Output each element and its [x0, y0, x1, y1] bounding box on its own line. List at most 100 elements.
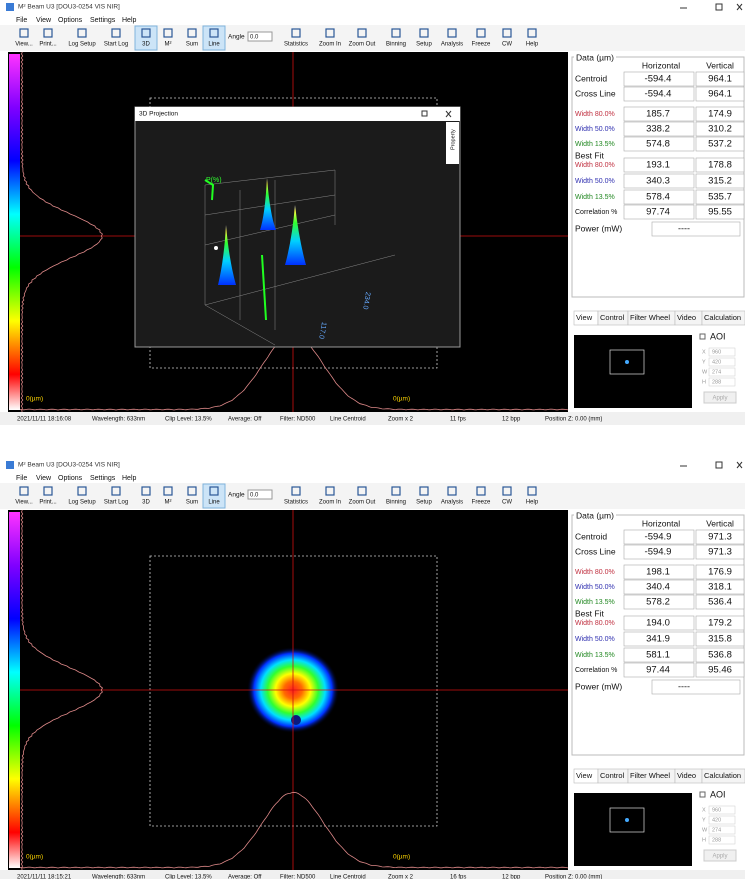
status-field: Position Z: 0.00 (mm) — [545, 417, 602, 423]
axis-label: 0(µm) — [393, 396, 410, 403]
menu-item[interactable]: Help — [122, 17, 137, 24]
angle-label: Angle — [228, 492, 245, 499]
tool-button[interactable]: Zoom Out — [349, 500, 376, 506]
status-field: 11 fps — [450, 417, 466, 423]
preview-beam — [625, 818, 629, 822]
aoi-checkbox[interactable] — [700, 792, 705, 797]
vertical-value: 179.2 — [708, 618, 732, 629]
tool-button[interactable]: Zoom In — [319, 42, 341, 48]
tool-button[interactable]: Line — [208, 500, 220, 506]
row-label: Centroid — [575, 73, 607, 83]
status-field: 2021/11/11 18:15:21 — [17, 875, 72, 879]
status-field: Clip Level: 13.5% — [165, 417, 212, 423]
tool-button[interactable]: Start Log — [104, 500, 128, 506]
aoi-field-label: H — [702, 379, 706, 385]
tool-button[interactable]: Sum — [186, 42, 198, 48]
horizontal-value: -594.9 — [645, 532, 672, 543]
dialog-title-bar — [135, 107, 460, 121]
status-field: Wavelength: 633nm — [92, 417, 145, 423]
tool-button[interactable]: Help — [526, 42, 539, 48]
status-field: Position Z: 0.00 (mm) — [545, 875, 602, 879]
axis-3d-label: P(%) — [206, 177, 222, 184]
tool-button[interactable]: Binning — [386, 42, 406, 48]
horizontal-value: 97.74 — [646, 207, 670, 218]
tool-button[interactable]: 3D — [142, 500, 150, 506]
tool-button[interactable]: Setup — [416, 42, 432, 48]
menu-item[interactable]: Options — [58, 17, 83, 24]
tool-button[interactable]: Freeze — [472, 500, 491, 506]
tool-button[interactable]: Freeze — [472, 42, 491, 48]
aoi-field-label: Y — [702, 817, 706, 823]
tool-button[interactable]: CW — [502, 500, 512, 506]
vertical-value: 535.7 — [708, 192, 732, 203]
aoi-label: AOI — [710, 789, 726, 799]
column-header: Horizontal — [642, 518, 680, 528]
aoi-field-value: 274 — [712, 827, 721, 833]
tool-button[interactable]: Log Setup — [68, 500, 96, 506]
status-field: Zoom x 2 — [388, 417, 414, 423]
tool-button[interactable]: Help — [526, 500, 539, 506]
tool-button[interactable]: View... — [15, 500, 33, 506]
tool-button[interactable]: Sum — [186, 500, 198, 506]
menu-item[interactable]: Settings — [90, 17, 116, 24]
tab-label: Control — [600, 771, 625, 780]
tool-button[interactable]: Binning — [386, 500, 406, 506]
aoi-field-value: 420 — [712, 359, 721, 365]
value-box — [652, 222, 740, 236]
tool-button[interactable]: Log Setup — [68, 42, 96, 48]
menu-item[interactable]: File — [16, 17, 27, 24]
vertical-value: 315.8 — [708, 634, 732, 645]
tool-button[interactable]: 3D — [142, 42, 150, 48]
tool-button[interactable]: Start Log — [104, 42, 128, 48]
status-field: Line Centroid — [330, 417, 366, 423]
column-header: Vertical — [706, 518, 734, 528]
tab-label: Filter Wheel — [630, 771, 670, 780]
tool-button[interactable]: Statistics — [284, 42, 308, 48]
vertical-value: 971.3 — [708, 547, 732, 558]
tool-button[interactable]: CW — [502, 42, 512, 48]
menu-item[interactable]: View — [36, 475, 52, 482]
tool-button[interactable]: Analysis — [441, 42, 463, 48]
vertical-value: 176.9 — [708, 567, 732, 578]
data-panel-title: Data (µm) — [576, 510, 614, 520]
aoi-field-label: H — [702, 837, 706, 843]
vertical-value: 537.2 — [708, 139, 732, 150]
property-tab-label: Property — [450, 129, 456, 150]
menu-item[interactable]: Settings — [90, 475, 116, 482]
aoi-field-label: X — [702, 349, 706, 355]
data-panel-title: Data (µm) — [576, 52, 614, 62]
color-scale — [9, 54, 20, 410]
tool-button[interactable]: Print... — [39, 42, 57, 48]
vertical-value: 95.55 — [708, 207, 732, 218]
vertical-value: 310.2 — [708, 124, 732, 135]
tool-button[interactable]: Setup — [416, 500, 432, 506]
angle-value: 0.0 — [250, 35, 259, 41]
tool-button[interactable]: Zoom Out — [349, 42, 376, 48]
tool-button[interactable]: Print... — [39, 500, 57, 506]
menu-item[interactable]: View — [36, 17, 52, 24]
row-label: Width 50.0% — [575, 126, 615, 133]
tool-button[interactable]: Analysis — [441, 500, 463, 506]
aoi-checkbox[interactable] — [700, 334, 705, 339]
tool-button[interactable]: M² — [165, 500, 172, 506]
menu-item[interactable]: Help — [122, 475, 137, 482]
tool-button[interactable]: Statistics — [284, 500, 308, 506]
tool-button[interactable]: View... — [15, 42, 33, 48]
status-field: 12 bpp — [502, 417, 521, 423]
tab-label: Calculation — [704, 771, 741, 780]
preview-thumbnail — [574, 793, 692, 866]
horizontal-value: 97.44 — [646, 665, 670, 676]
tool-button[interactable]: M² — [165, 42, 172, 48]
vertical-value: 536.8 — [708, 650, 732, 661]
menu-item[interactable]: Options — [58, 475, 83, 482]
aoi-field-value: 288 — [712, 379, 721, 385]
tool-button[interactable]: Line — [208, 42, 220, 48]
row-label: Power (mW) — [575, 681, 622, 691]
tool-button[interactable]: Zoom In — [319, 500, 341, 506]
menu-item[interactable]: File — [16, 475, 27, 482]
aoi-field-value: 420 — [712, 817, 721, 823]
horizontal-value: 340.3 — [646, 176, 670, 187]
row-label: Width 80.0% — [575, 620, 615, 627]
row-label: Correlation % — [575, 209, 617, 216]
vertical-value: 174.9 — [708, 109, 732, 120]
